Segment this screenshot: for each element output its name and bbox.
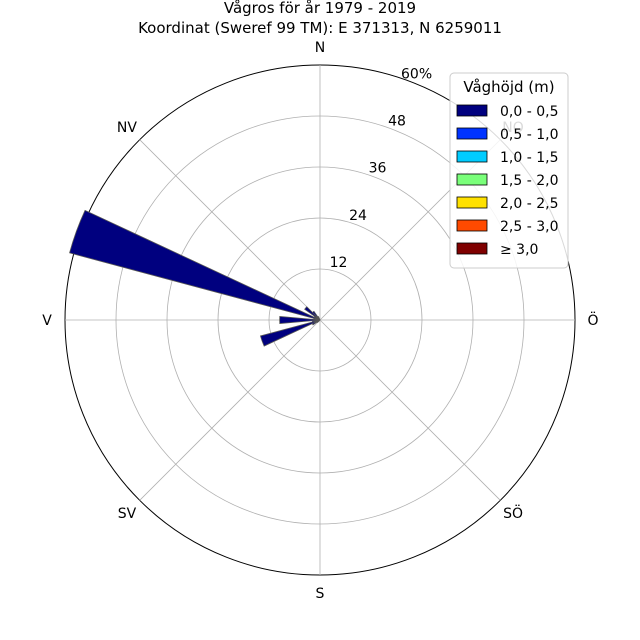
- legend-swatch: [456, 242, 488, 255]
- direction-label: NV: [117, 120, 137, 136]
- radial-tick-labels: 12 24 36 48 60%: [330, 66, 433, 270]
- direction-label: SV: [118, 506, 137, 522]
- legend-swatch: [456, 219, 488, 232]
- radial-tick-label: 48: [388, 114, 406, 130]
- direction-label: SÖ: [503, 504, 523, 522]
- grid-spoke: [139, 139, 321, 321]
- direction-label: N: [315, 40, 325, 56]
- legend-label: 0,5 - 1,0: [500, 127, 558, 143]
- legend-swatch: [456, 127, 488, 140]
- direction-label: V: [42, 313, 52, 329]
- chart-subtitle: Koordinat (Sweref 99 TM): E 371313, N 62…: [138, 19, 502, 37]
- radial-tick-label: 60%: [401, 66, 432, 82]
- legend-swatch: [456, 104, 488, 117]
- legend-swatch: [456, 173, 488, 186]
- rose-bar: [313, 317, 321, 321]
- rose-bars: [69, 209, 321, 347]
- legend-label: 2,5 - 3,0: [500, 219, 558, 235]
- legend-title: Våghöjd (m): [463, 78, 554, 96]
- rose-bar: [279, 316, 321, 324]
- legend-label: 1,0 - 1,5: [500, 150, 558, 166]
- legend-label: 0,0 - 0,5: [500, 104, 558, 120]
- chart-title: Vågros för år 1979 - 2019: [224, 0, 416, 17]
- legend-label: 1,5 - 2,0: [500, 173, 558, 189]
- legend-swatch: [456, 150, 488, 163]
- grid-spoke: [319, 319, 501, 501]
- legend-swatch: [456, 196, 488, 209]
- rose-bar: [259, 319, 321, 347]
- legend-label: ≥ 3,0: [500, 242, 538, 258]
- rose-bar: [317, 316, 321, 321]
- direction-label: Ö: [587, 311, 598, 329]
- rose-bar: [316, 319, 321, 323]
- rose-bar: [69, 209, 321, 321]
- radial-tick-label: 36: [369, 161, 387, 177]
- radial-tick-label: 24: [349, 208, 367, 224]
- legend: Våghöjd (m) 0,0 - 0,5 0,5 - 1,0 1,0 - 1,5 1,…: [449, 72, 569, 269]
- polar-grid: [64, 64, 576, 576]
- radial-tick-label: 12: [330, 255, 348, 271]
- legend-box: [449, 72, 569, 269]
- legend-label: 2,0 - 2,5: [500, 196, 558, 212]
- direction-label: S: [316, 586, 325, 602]
- grid-spoke: [139, 319, 321, 501]
